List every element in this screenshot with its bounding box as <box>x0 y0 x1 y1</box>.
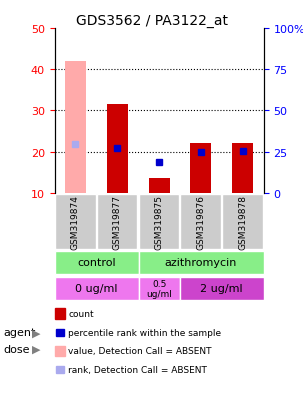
FancyBboxPatch shape <box>180 195 221 249</box>
FancyBboxPatch shape <box>97 195 137 249</box>
Text: dose: dose <box>3 344 29 354</box>
FancyBboxPatch shape <box>55 277 138 300</box>
Text: 0 ug/ml: 0 ug/ml <box>75 284 118 294</box>
Text: GDS3562 / PA3122_at: GDS3562 / PA3122_at <box>75 14 228 28</box>
Bar <box>107 105 128 193</box>
Text: GSM319874: GSM319874 <box>71 194 80 249</box>
Text: percentile rank within the sample: percentile rank within the sample <box>68 328 221 337</box>
FancyBboxPatch shape <box>180 277 264 300</box>
FancyBboxPatch shape <box>138 195 179 249</box>
Text: GSM319876: GSM319876 <box>196 194 205 249</box>
FancyBboxPatch shape <box>138 251 264 274</box>
FancyBboxPatch shape <box>138 277 180 300</box>
Bar <box>232 144 253 193</box>
Text: 2 ug/ml: 2 ug/ml <box>201 284 243 294</box>
Text: value, Detection Call = ABSENT: value, Detection Call = ABSENT <box>68 347 212 356</box>
Text: control: control <box>77 258 116 268</box>
Text: agent: agent <box>3 328 35 337</box>
FancyBboxPatch shape <box>55 251 138 274</box>
Bar <box>65 62 86 193</box>
FancyBboxPatch shape <box>55 195 95 249</box>
Bar <box>148 179 170 193</box>
Text: GSM319877: GSM319877 <box>113 194 122 249</box>
Text: GSM319878: GSM319878 <box>238 194 247 249</box>
Text: count: count <box>68 309 94 318</box>
Text: 0.5
ug/ml: 0.5 ug/ml <box>146 279 172 298</box>
Text: GSM319875: GSM319875 <box>155 194 164 249</box>
Text: ▶: ▶ <box>32 328 40 337</box>
FancyBboxPatch shape <box>222 195 263 249</box>
Bar <box>190 144 211 193</box>
Text: azithromycin: azithromycin <box>165 258 237 268</box>
Text: ▶: ▶ <box>32 344 40 354</box>
Text: rank, Detection Call = ABSENT: rank, Detection Call = ABSENT <box>68 365 207 374</box>
